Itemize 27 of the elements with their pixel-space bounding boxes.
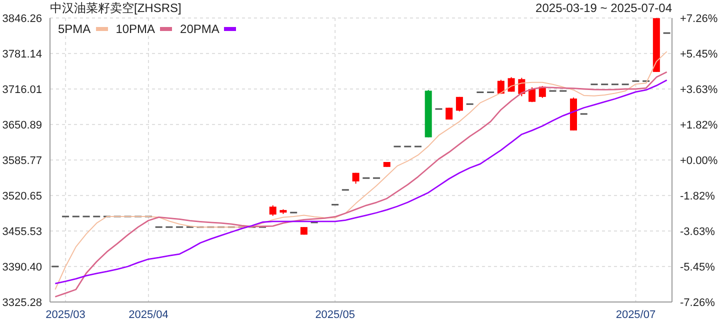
y-tick-label: 3455.53: [2, 226, 42, 238]
x-tick-label: 2025/04: [128, 308, 168, 320]
y-tick-label: 3325.28: [2, 296, 42, 309]
x-tick-label: 2025/03: [46, 308, 86, 320]
y-tick-label: 3781.14: [2, 48, 42, 60]
y-tick-label: 3716.01: [2, 84, 42, 96]
chart-subtitle: 2025-03-19 ~ 2025-07-04: [536, 0, 672, 16]
legend-label: 5PMA: [58, 22, 91, 36]
y2-tick-label: -7.26%: [680, 296, 716, 309]
y2-tick-label: +3.63%: [680, 84, 718, 96]
y-tick-label: 3520.65: [2, 190, 42, 202]
legend-label: 10PMA: [116, 22, 156, 36]
y-tick-label: 3846.26: [2, 12, 42, 25]
x-tick-label: 2025/07: [616, 308, 656, 320]
legend-label: 20PMA: [180, 22, 220, 36]
chart-title: 中汉油菜籽卖空[ZHSRS]: [50, 0, 182, 16]
y-tick-label: 3390.40: [2, 261, 42, 274]
y2-tick-label: -1.82%: [680, 190, 716, 203]
y2-tick-label: -3.63%: [680, 226, 716, 238]
y2-tick-label: +1.82%: [680, 119, 718, 132]
x-tick-label: 2025/05: [315, 308, 355, 320]
y2-tick-label: +5.45%: [680, 48, 718, 60]
y2-tick-label: +7.26%: [680, 12, 718, 25]
y2-tick-label: -5.45%: [680, 262, 716, 274]
y-tick-label: 3650.89: [2, 119, 42, 132]
y-tick-label: 3585.77: [2, 154, 42, 167]
y2-tick-label: +0.00%: [680, 154, 718, 167]
